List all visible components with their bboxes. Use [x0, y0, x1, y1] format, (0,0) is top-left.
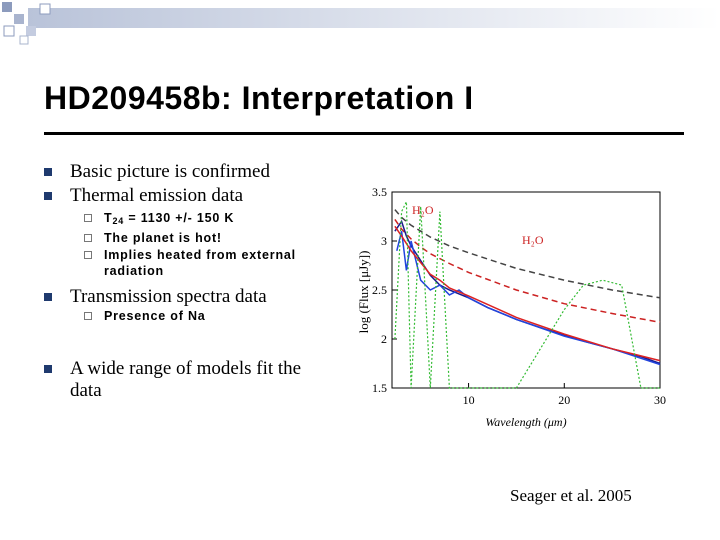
series-line [394, 218, 661, 324]
y-tick-label: 2 [381, 332, 387, 346]
bullet-text: Basic picture is confirmed [70, 161, 270, 182]
deco-square [39, 3, 51, 15]
temperature-symbol: T [104, 211, 113, 225]
deco-square [14, 14, 24, 24]
deco-square [26, 26, 36, 36]
hollow-square-bullet-icon [84, 251, 92, 259]
deco-square [3, 25, 15, 37]
bullet-text: Transmission spectra data [70, 286, 267, 307]
series-line [394, 201, 660, 389]
subbullet-text: radiation [104, 264, 164, 278]
bullet-text: data [70, 380, 102, 401]
x-tick-label: 30 [654, 393, 666, 407]
h2o-label-right: H₂O [522, 233, 544, 247]
square-bullet-icon [44, 192, 52, 200]
series-line [394, 209, 661, 299]
citation: Seager et al. 2005 [510, 486, 632, 505]
hollow-square-bullet-icon [84, 312, 92, 320]
bullet-text: A wide range of models fit the [70, 358, 302, 379]
series-line [396, 231, 661, 366]
series-lines [394, 201, 661, 389]
gradient-band [28, 8, 720, 28]
subbullet-text: Presence of Na [104, 309, 206, 323]
y-tick-label: 3.5 [372, 185, 387, 199]
square-bullet-icon [44, 168, 52, 176]
h2o-label-left: H₂O [412, 203, 434, 217]
slide-title: HD209458b: Interpretation I [44, 80, 474, 116]
title-rule [44, 132, 684, 135]
title-decoration [2, 2, 720, 45]
deco-square [2, 2, 12, 12]
y-tick-label: 2.5 [372, 283, 387, 297]
x-tick-label: 20 [558, 393, 570, 407]
y-axis-label: log (Flux [μJy]) [356, 251, 371, 334]
temperature-subscript: 24 [112, 216, 125, 226]
subbullet-text: T24 = 1130 +/- 150 K [104, 211, 234, 229]
square-bullet-icon [44, 365, 52, 373]
x-tick-label: 10 [463, 393, 475, 407]
series-line [394, 225, 661, 362]
y-tick-label: 3 [381, 234, 387, 248]
spectrum-figure: 3.5 3 2.5 2 1.5 10 20 30 log (Flux [μJy]) Wave… [356, 185, 666, 429]
hollow-square-bullet-icon [84, 214, 92, 222]
square-bullet-icon [44, 293, 52, 301]
bullet-text: Thermal emission data [70, 185, 244, 206]
subbullet-text: The planet is hot! [104, 231, 222, 245]
x-axis-label: Wavelength (μm) [485, 415, 566, 429]
y-tick-label: 1.5 [372, 381, 387, 395]
y-ticks: 3.5 3 2.5 2 1.5 [372, 185, 397, 395]
hollow-square-bullet-icon [84, 234, 92, 242]
subbullet-text: Implies heated from external [104, 248, 296, 262]
temperature-value: = 1130 +/- 150 K [124, 211, 235, 225]
x-ticks: 10 20 30 [463, 383, 666, 407]
deco-square [19, 35, 29, 45]
